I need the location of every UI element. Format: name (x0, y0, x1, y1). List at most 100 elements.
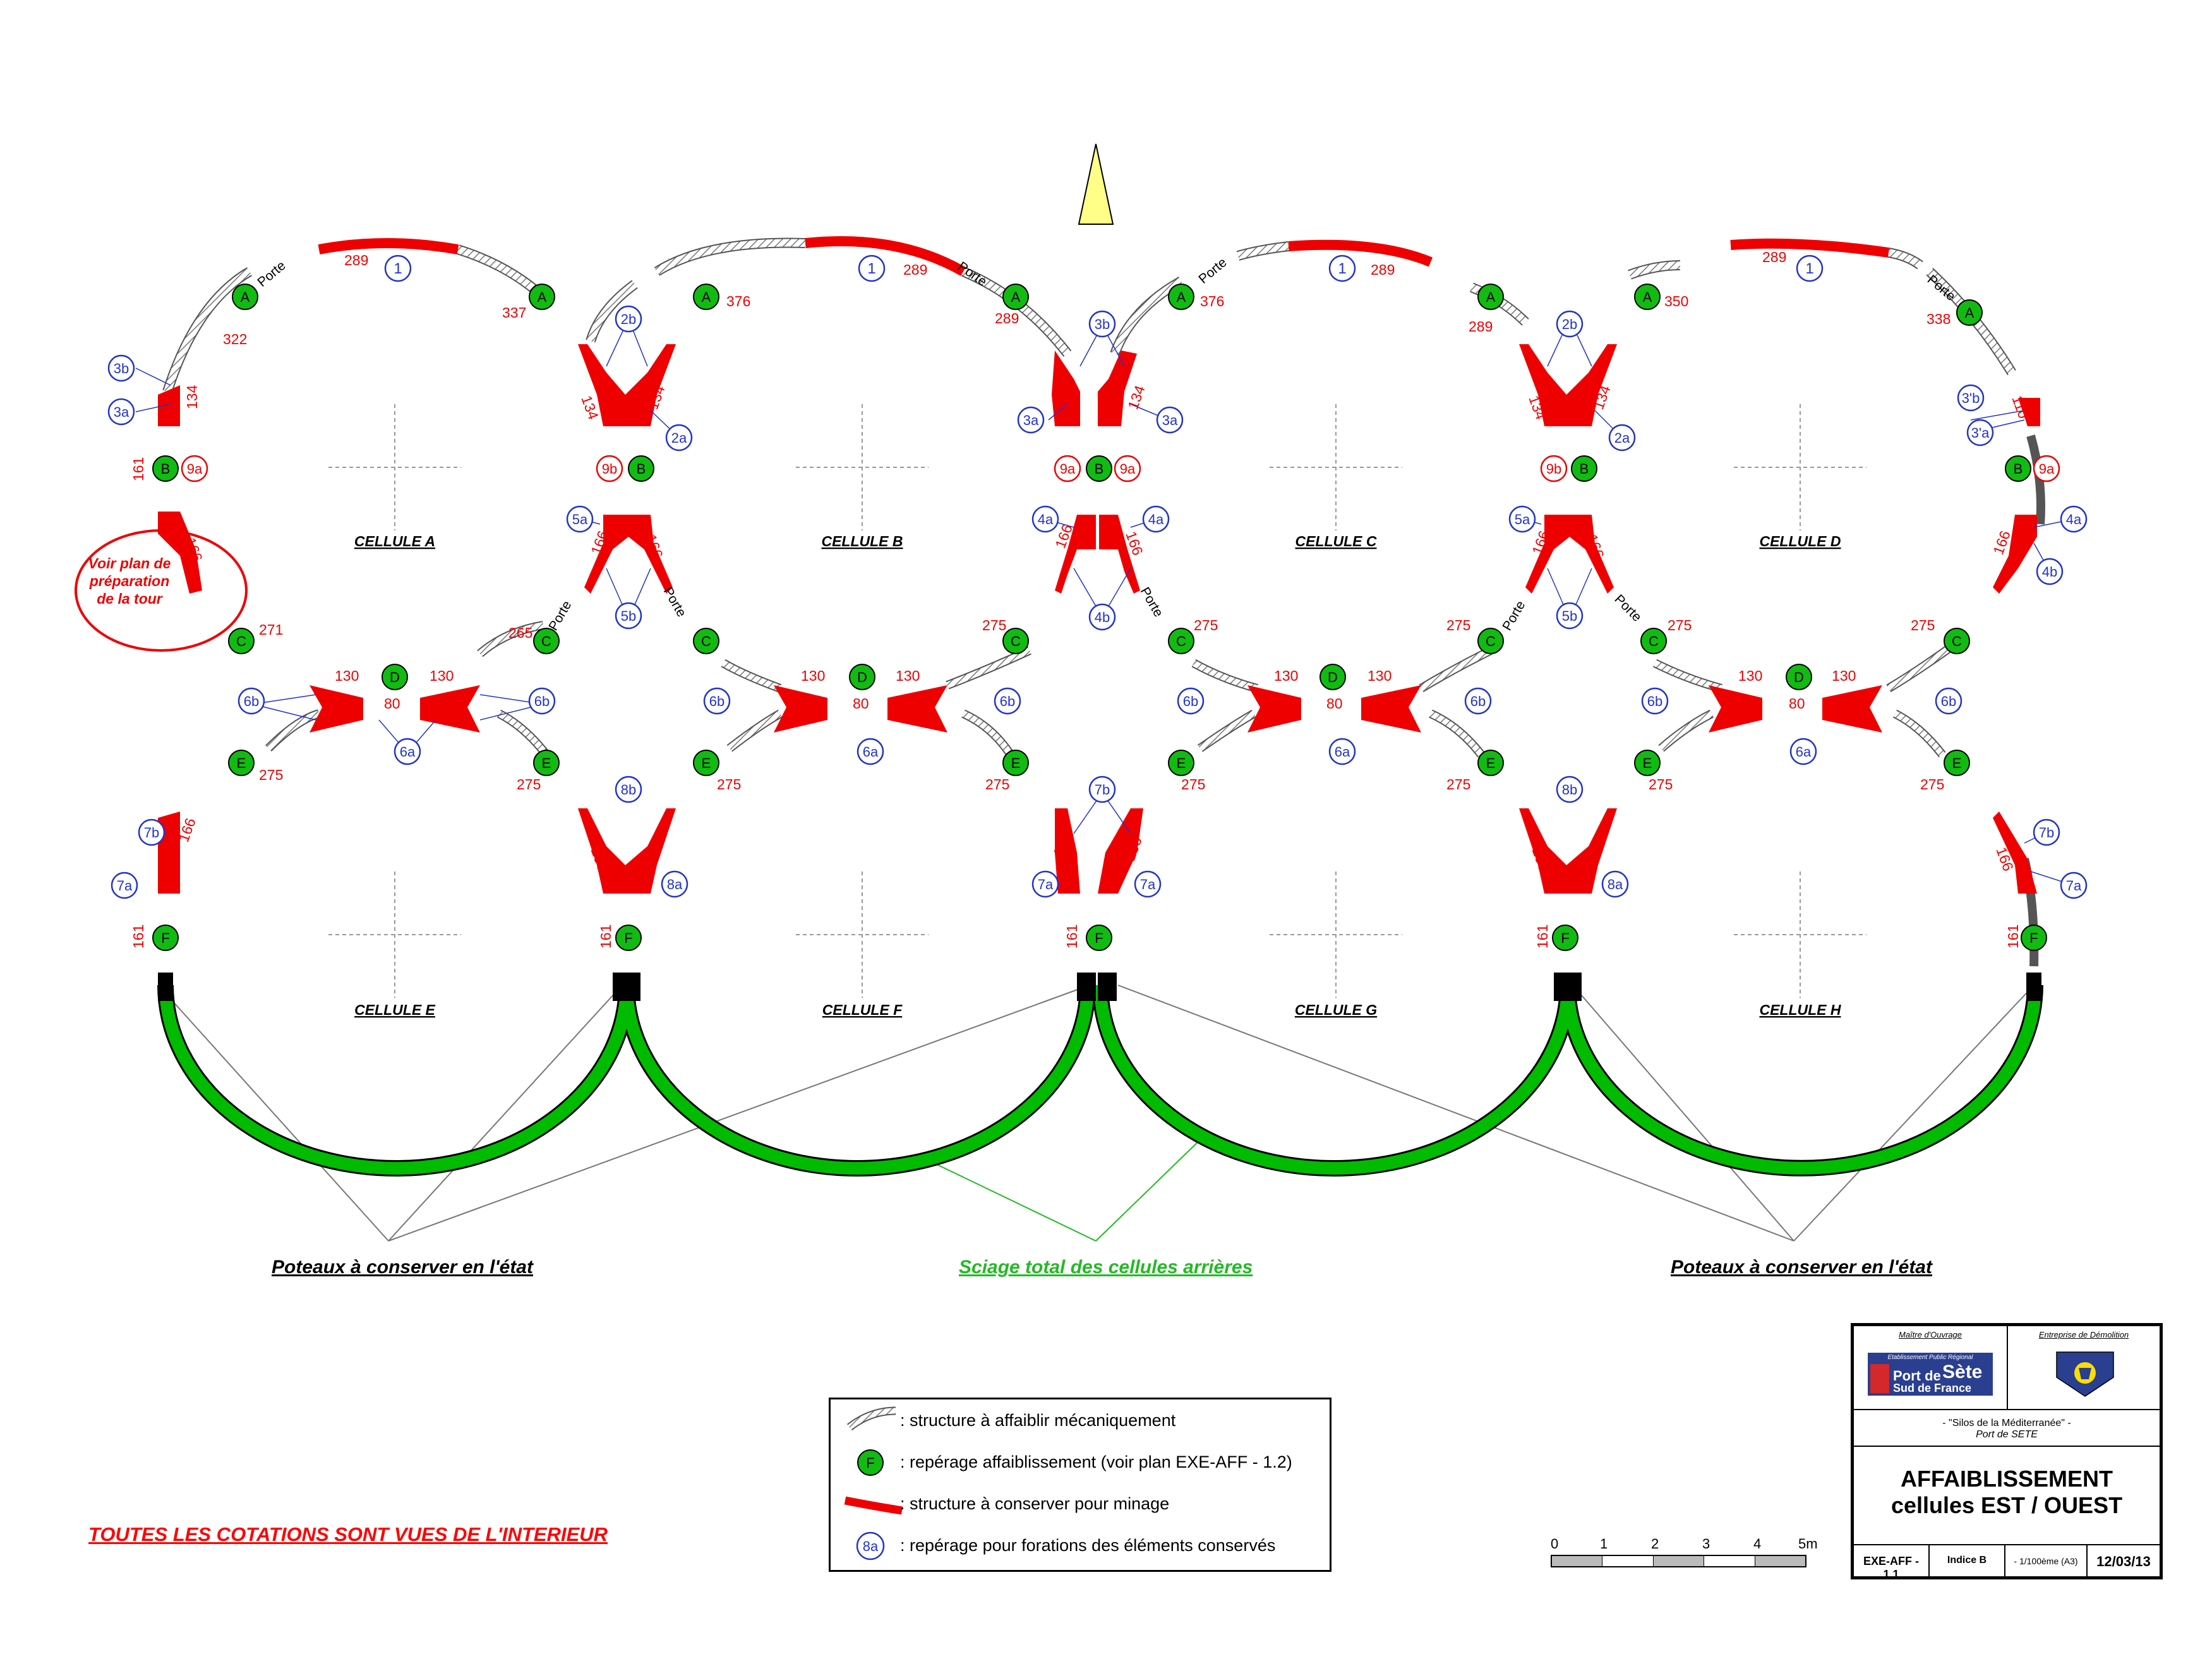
weakening-marker-c (693, 628, 719, 654)
legend-text: : repérage pour forations des éléments c… (900, 1536, 1276, 1555)
dim-166: 166 (1584, 532, 1608, 561)
drawing-scale: - 1/100ème (A3) (2014, 1556, 2078, 1566)
dim-130: 130 (896, 668, 920, 684)
legend-row-tag: 8a : repérage pour forations des élément… (831, 1527, 1330, 1565)
weakening-marker-letter: F (161, 930, 169, 946)
weakening-marker-letter: F (1095, 930, 1103, 946)
dim-275: 275 (1181, 776, 1205, 793)
dim-376: 376 (1200, 293, 1224, 309)
weakening-marker-letter: C (1649, 633, 1659, 649)
dim-130: 130 (1832, 668, 1856, 684)
legend-tag-text: 8a (863, 1538, 879, 1554)
post-blocks (158, 973, 2041, 1001)
dim-275: 275 (1920, 776, 1944, 793)
drilling-tag-circle (2033, 818, 2060, 846)
cell-centre-axes (328, 404, 1866, 998)
weakening-marker-f (1552, 925, 1578, 951)
dim-275: 275 (259, 767, 283, 783)
drilling-tag-circle (1142, 505, 1170, 533)
weakening-marker-letter: B (1095, 461, 1104, 477)
drilling-tag-circle (1508, 505, 1536, 533)
kept-structure-red (158, 344, 2040, 894)
door-label: Porte (1611, 592, 1644, 625)
dim-166: 166 (642, 532, 666, 561)
drilling-tag-label: 5a (1515, 512, 1530, 527)
drilling-tag-circle (615, 602, 642, 630)
dim-275: 275 (1911, 617, 1935, 633)
drilling-tag-circle (1328, 738, 1356, 765)
note-right-posts: Poteaux à conserver en l'état (1671, 1257, 1932, 1278)
drilling-tag-circle (615, 305, 642, 333)
dim-289: 289 (995, 310, 1019, 326)
legend-row-marker: F : repérage affaiblissement (voir plan … (831, 1444, 1330, 1482)
weakening-marker-a (232, 284, 258, 310)
weakening-marker-letter: A (1486, 289, 1496, 305)
note-center-saw: Sciage total des cellules arrières (959, 1257, 1253, 1278)
weakening-marker-f (152, 925, 179, 951)
drilling-tag-label: 4a (1038, 512, 1054, 527)
drilling-tag-label: 4a (1148, 512, 1164, 527)
drilling-tag-label: 5a (572, 512, 588, 527)
drilling-tag-circle (1156, 406, 1184, 434)
drilling-tag-label: 3b (114, 361, 129, 376)
leader-lines (160, 985, 2035, 1242)
project-line1: - "Silos de la Méditerranée" - (1942, 1418, 2071, 1428)
drilling-tag-circle (1935, 687, 1963, 715)
weakening-markers: A A A A A A A A B B B B B C C C C C C C C E E E E E E E E F F F F F D D D D (152, 284, 2047, 951)
drilling-tag-circle (1966, 419, 1994, 446)
weakening-marker-letter: E (1177, 755, 1186, 771)
drawing-ref: EXE-AFF - 1.1 (1863, 1555, 1919, 1581)
dim-130: 130 (801, 668, 825, 684)
drawing-date: 12/03/13 (2096, 1554, 2151, 1569)
weakening-marker-c (228, 628, 255, 654)
weakening-marker-b (152, 455, 179, 482)
contractor-cell: Entreprise de Démolition (2007, 1325, 2161, 1410)
door-label: Porte (1196, 255, 1229, 287)
weakening-marker-d (1786, 664, 1812, 690)
dim-130: 130 (335, 668, 359, 684)
drilling-tag-circle (394, 738, 421, 765)
dim-289: 289 (344, 252, 368, 268)
dim-265: 265 (508, 625, 532, 641)
weakening-marker-c (1640, 628, 1667, 654)
drilling-tag-circle (237, 687, 265, 715)
drilling-tag-label: 6b (1470, 693, 1486, 709)
scale-bar: 0 1 2 3 4 5m (1551, 1536, 1818, 1574)
dim-271: 271 (259, 621, 283, 638)
drilling-tag-label: 2a (671, 430, 687, 446)
drilling-tag-label: 7a (1038, 877, 1054, 892)
drilling-tag-circle (2060, 505, 2088, 533)
weakening-marker-letter: C (1952, 633, 1962, 649)
drilling-tag-label: 3'a (1971, 425, 1990, 441)
drilling-tag-circle (1464, 687, 1492, 715)
legend-marker-letter: F (866, 1455, 874, 1471)
hatched-structure-icon (846, 1406, 896, 1431)
drilling-tag-label: 9b (602, 461, 617, 477)
dim-275: 275 (982, 617, 1006, 633)
project-line2: Port de SETE (1976, 1429, 2038, 1440)
arc-number-markers (384, 255, 1824, 282)
owner-cell: Maître d'Ouvrage Etablissement Public Ré… (1853, 1325, 2008, 1410)
drilling-tag-label: 9b (1546, 461, 1561, 477)
drilling-tag-label: 6b (534, 693, 550, 709)
weakening-marker-d (849, 664, 875, 690)
weakening-marker-b (1086, 455, 1112, 482)
date-cell: 12/03/13 (2086, 1544, 2161, 1578)
door-label: Porte (1138, 585, 1166, 620)
weakening-marker-letter: E (1011, 755, 1021, 771)
weakening-marker-letter: A (702, 289, 711, 305)
drilling-tag-label: 4b (2042, 564, 2057, 580)
scale-label: 1 (1600, 1536, 1608, 1552)
weakening-marker-letter: D (1328, 669, 1338, 685)
dim-275: 275 (985, 776, 1009, 793)
weakening-marker-letter: B (1580, 461, 1589, 477)
drilling-tag-label: 4a (2066, 512, 2082, 527)
scale-label: 2 (1651, 1536, 1659, 1552)
drilling-tag-label: 7a (117, 878, 133, 894)
drilling-tag-label: 7a (2066, 878, 2082, 894)
drilling-tag-circle (1177, 687, 1205, 715)
arc-marker-1: 1 (867, 260, 875, 277)
drilling-tag-label: 6a (1335, 744, 1350, 760)
dim-275: 275 (1446, 617, 1470, 633)
scale-segments (1551, 1555, 1806, 1567)
